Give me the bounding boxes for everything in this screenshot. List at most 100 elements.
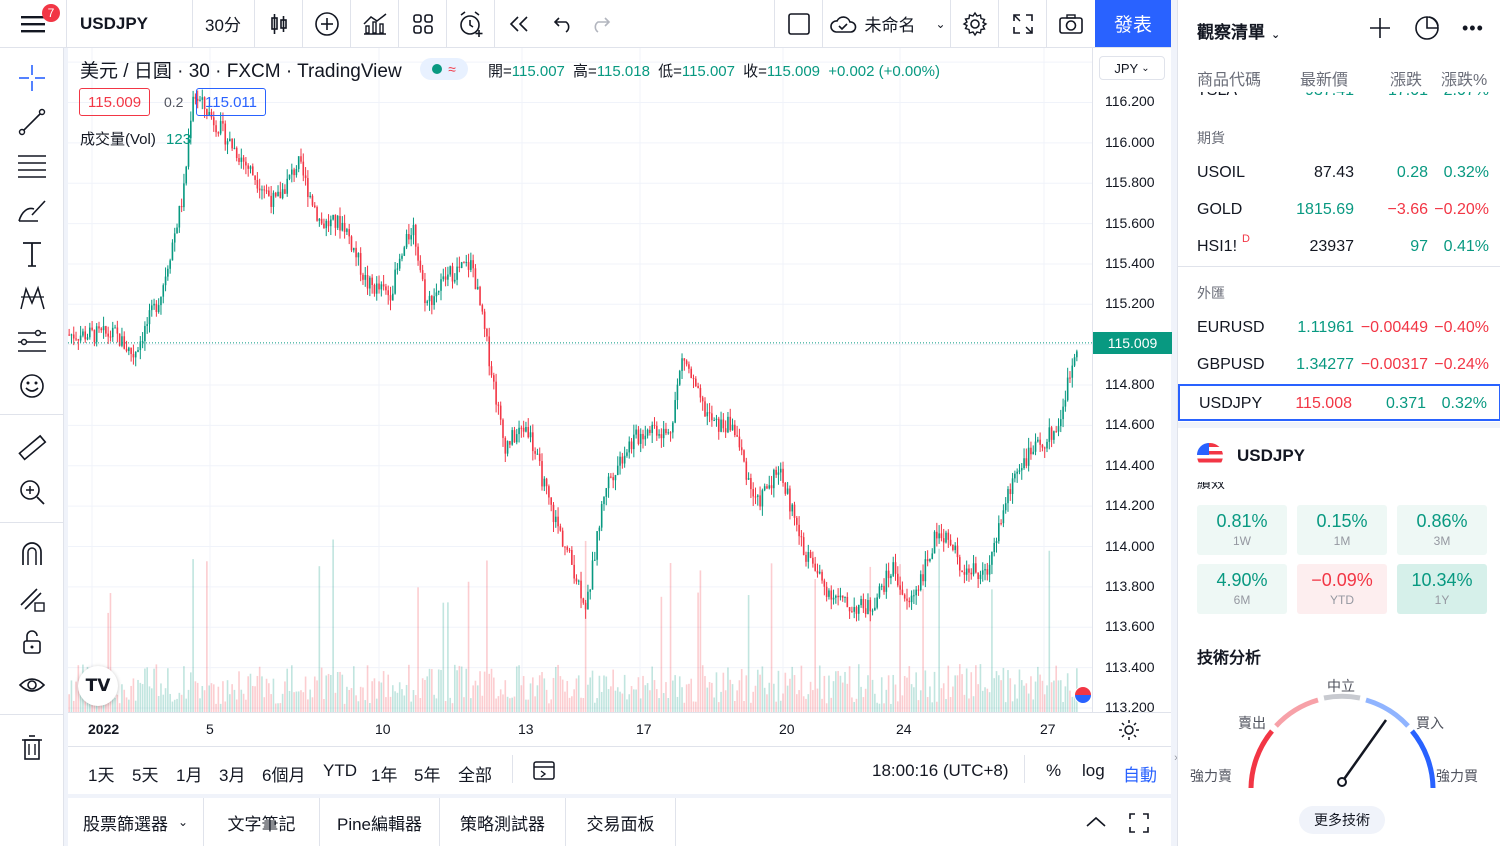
volume-bar bbox=[327, 673, 330, 712]
clock-readout[interactable]: 18:00:16 (UTC+8) bbox=[872, 761, 1009, 780]
layout-button[interactable] bbox=[776, 0, 822, 47]
tab-pine-editor[interactable]: Pine編輯器 bbox=[320, 798, 440, 846]
prediction-tool[interactable] bbox=[14, 324, 50, 360]
volume-bar bbox=[963, 694, 966, 712]
icon-tool[interactable] bbox=[14, 368, 50, 404]
time-axis[interactable]: 2022 5 10 13 17 20 24 27 bbox=[68, 712, 1171, 746]
watchlist-row[interactable]: EURUSD 1.11961 −0.00449 −0.40% bbox=[1178, 310, 1500, 347]
buy-button[interactable]: 115.011 bbox=[196, 88, 266, 116]
pattern-tool[interactable] bbox=[14, 280, 50, 316]
currency-selector[interactable]: JPY ⌄ bbox=[1099, 56, 1165, 80]
sell-button[interactable]: 115.009 bbox=[79, 88, 151, 116]
auto-scale-button[interactable]: 自動 bbox=[1123, 766, 1157, 785]
more-options-button[interactable]: ••• bbox=[1462, 18, 1484, 39]
add-symbol-button[interactable] bbox=[1368, 16, 1392, 45]
text-tool[interactable] bbox=[14, 236, 50, 272]
fullscreen-button[interactable] bbox=[1000, 0, 1046, 47]
measure-tool[interactable] bbox=[14, 430, 50, 466]
indicators-button[interactable] bbox=[352, 0, 398, 47]
row-chg: −3.66 bbox=[1387, 201, 1428, 218]
technicals-gauge[interactable] bbox=[1218, 676, 1458, 796]
volume-bar bbox=[924, 670, 927, 712]
watchlist-row[interactable]: HSI1! D 23937 97 0.41% bbox=[1178, 229, 1500, 266]
candle-body bbox=[291, 169, 293, 175]
header-symbol[interactable]: 商品代碼 bbox=[1197, 72, 1262, 89]
price-tick-label: 116.200 bbox=[1105, 93, 1155, 110]
templates-button[interactable] bbox=[400, 0, 446, 47]
price-axis[interactable]: 116.400116.200116.000115.800115.600115.4… bbox=[1092, 48, 1172, 746]
undo-button[interactable] bbox=[542, 0, 586, 47]
range-button[interactable]: 3月 bbox=[219, 766, 246, 785]
price-chart[interactable] bbox=[68, 48, 1171, 746]
redo-button[interactable] bbox=[578, 0, 622, 47]
watchlist-row[interactable]: GBPUSD 1.34277 −0.00317 −0.24% bbox=[1178, 347, 1500, 384]
zoom-tool[interactable] bbox=[14, 474, 50, 510]
panel-toggle-handle[interactable]: › bbox=[1174, 752, 1178, 764]
range-button[interactable]: 1年 bbox=[371, 766, 398, 785]
chart-type-button[interactable] bbox=[256, 0, 302, 47]
delete-drawings-tool[interactable] bbox=[14, 730, 50, 766]
details-symbol[interactable]: USDJPY bbox=[1237, 446, 1306, 465]
section-futures[interactable]: 期貨 bbox=[1197, 130, 1225, 146]
crosshair-tool[interactable] bbox=[14, 60, 50, 96]
tab-trading-panel[interactable]: 交易面板 bbox=[566, 798, 676, 846]
range-button[interactable]: 6個月 bbox=[262, 766, 306, 785]
row-pct: −0.24% bbox=[1434, 356, 1489, 373]
log-scale-button[interactable]: log bbox=[1082, 761, 1105, 780]
watchlist-row[interactable]: USOIL 87.43 0.28 0.32% bbox=[1178, 155, 1500, 192]
watchlist-row[interactable]: GOLD 1815.69 −3.66 −0.20% bbox=[1178, 192, 1500, 229]
tab-screener[interactable]: 股票篩選器 ⌄ bbox=[68, 798, 204, 846]
settings-button[interactable] bbox=[952, 0, 998, 47]
chart-area[interactable]: 美元 / 日圓 · 30 · FXCM · TradingView ≈ 開=11… bbox=[68, 48, 1172, 794]
advanced-view-button[interactable] bbox=[1414, 15, 1440, 46]
volume-bar bbox=[392, 685, 394, 712]
watchlist-row[interactable]: USDJPY 115.008 0.371 0.32% bbox=[1178, 384, 1500, 421]
symbol-search[interactable]: USDJPY bbox=[80, 13, 149, 33]
header-pct[interactable]: 漲跌% bbox=[1441, 72, 1488, 89]
lock-drawing-tool[interactable] bbox=[14, 580, 50, 616]
candle-body bbox=[274, 192, 277, 197]
goto-date-button[interactable] bbox=[532, 759, 556, 786]
range-button[interactable]: 5天 bbox=[132, 766, 159, 785]
menu-button[interactable]: 7 bbox=[0, 0, 66, 47]
axis-settings-button[interactable] bbox=[1118, 719, 1140, 746]
tab-notes[interactable]: 文字筆記 bbox=[204, 798, 320, 846]
watchlist-row-partial[interactable]: TSLA 937.41 17.01 2.07% bbox=[1178, 92, 1500, 102]
save-layout-button[interactable]: 未命名 ⌄ bbox=[824, 0, 950, 47]
replay-button[interactable] bbox=[496, 0, 542, 47]
compare-button[interactable] bbox=[304, 0, 350, 47]
lock-all-tool[interactable] bbox=[14, 624, 50, 660]
collapse-panel-button[interactable] bbox=[1084, 812, 1108, 837]
interval-button[interactable]: 30分 bbox=[205, 16, 241, 35]
range-button[interactable]: 1月 bbox=[176, 766, 203, 785]
percent-scale-button[interactable]: % bbox=[1046, 761, 1062, 780]
market-status[interactable]: ≈ bbox=[420, 58, 468, 80]
more-technicals-button[interactable]: 更多技術 bbox=[1299, 806, 1385, 834]
header-last[interactable]: 最新價 bbox=[1300, 72, 1349, 89]
pattern-icon bbox=[20, 285, 45, 310]
candle-body bbox=[157, 305, 160, 313]
magnet-tool[interactable] bbox=[14, 536, 50, 572]
screenshot-button[interactable] bbox=[1048, 0, 1094, 47]
range-button[interactable]: 5年 bbox=[414, 766, 441, 785]
publish-button[interactable]: 發表 bbox=[1095, 0, 1171, 47]
candle-body bbox=[121, 336, 123, 346]
tab-strategy-tester[interactable]: 策略測試器 bbox=[440, 798, 566, 846]
tradingview-logo[interactable]: 𝗧𝗩 bbox=[78, 666, 118, 706]
trend-line-tool[interactable] bbox=[14, 104, 50, 140]
section-forex[interactable]: 外匯 bbox=[1197, 285, 1225, 301]
candle-body bbox=[91, 327, 93, 330]
brush-tool[interactable] bbox=[14, 192, 50, 228]
range-button[interactable]: 1天 bbox=[88, 766, 115, 785]
alert-button[interactable] bbox=[448, 0, 494, 47]
watchlist-title[interactable]: 觀察清單 ⌄ bbox=[1197, 18, 1280, 43]
range-button[interactable]: 全部 bbox=[458, 766, 492, 785]
volume-bar bbox=[704, 676, 706, 712]
maximize-panel-button[interactable] bbox=[1128, 812, 1150, 839]
header-chg[interactable]: 漲跌 bbox=[1390, 72, 1423, 89]
candle-body bbox=[612, 477, 614, 481]
hide-drawings-tool[interactable] bbox=[14, 668, 50, 704]
fib-tool[interactable] bbox=[14, 148, 50, 184]
candle-body bbox=[548, 486, 550, 498]
range-button[interactable]: YTD bbox=[323, 761, 357, 780]
